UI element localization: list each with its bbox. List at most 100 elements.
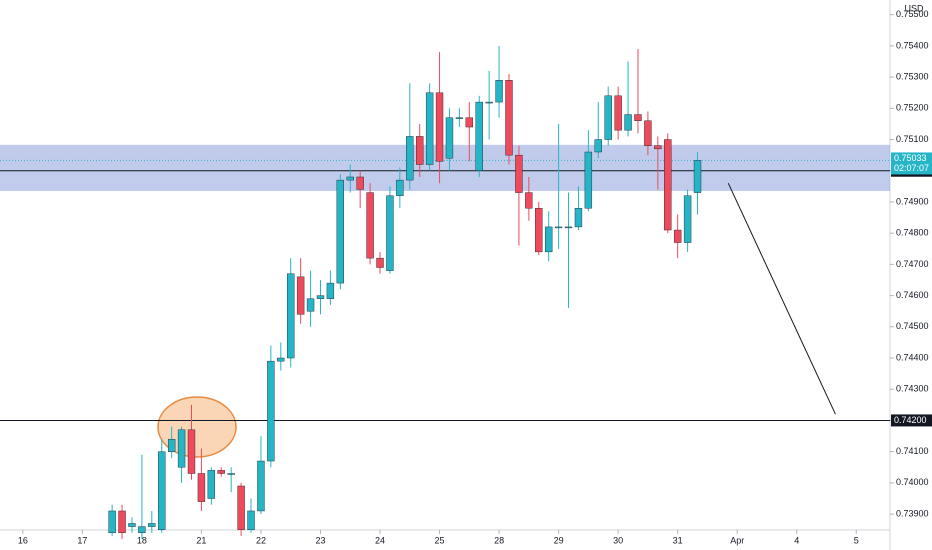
candle-body [287,273,295,359]
candle-body [177,429,186,468]
x-tick-label: 22 [256,535,266,545]
candle-body [445,117,454,159]
candle-body [505,80,513,156]
candle-body [475,101,483,171]
x-tick-label: 24 [375,535,385,545]
last-price-box [891,152,932,175]
candle-body [465,117,473,128]
candle-body [416,136,424,165]
candle-body [336,179,344,284]
y-tick-label: 0.73900 [896,508,929,518]
candle-body [356,176,364,190]
x-tick-label: 4 [794,535,799,545]
y-tick-label: 0.75400 [896,40,929,50]
candle-body [435,92,444,162]
x-tick-label: 25 [435,535,445,545]
y-tick-label: 0.74400 [896,352,929,362]
candle-body [366,192,374,259]
candle-body [554,226,563,229]
y-tick-label: 0.75200 [896,103,929,113]
candle-body [614,95,622,131]
candle-body [624,114,632,131]
candle-body [237,485,245,530]
y-tick-label: 0.74600 [896,290,929,300]
candle-body [673,229,682,243]
candle-body [296,276,305,315]
candle-body [545,226,553,253]
y-tick-label: 0.75300 [896,71,929,81]
last-price-label: 0.75033 [894,153,927,163]
candle-body [604,95,612,140]
candle-body [227,473,235,475]
candle-body [535,207,543,253]
candle-body [495,80,503,103]
candle-body [396,179,404,196]
candle-body [425,92,434,165]
candle-body [108,510,116,534]
candle-body [197,473,206,502]
candle-body [207,470,216,499]
y-tick-label: 0.74100 [896,446,929,456]
y-tick-label: 0.74000 [896,477,929,487]
candle-body [306,298,315,312]
candle-body [138,526,146,534]
candle-body [316,295,325,299]
candle-body [247,510,255,530]
candle-body [584,151,593,209]
candle-body [326,282,335,299]
level-label-box [891,414,932,427]
candle-body [594,139,602,153]
level-label: 0.74200 [894,415,927,425]
candle-body [634,114,642,121]
candle-body [693,160,702,193]
candle-body [158,451,166,530]
x-tick-label: 28 [494,535,504,545]
candle-body [118,510,126,534]
y-tick-label: 0.75500 [896,9,929,19]
candle-body [654,145,662,150]
x-tick-label: 23 [315,535,325,545]
candle-body [187,429,196,474]
countdown-label: 02:07:07 [894,163,929,173]
candle-body [644,120,652,146]
candle-body [386,195,394,271]
x-tick-label: Apr [730,535,744,545]
candle-body [277,357,285,362]
x-tick-label: 29 [554,535,564,545]
candle-body [525,192,533,209]
candle-body [167,438,176,452]
candle-body [148,523,156,527]
y-tick-label: 0.74300 [896,384,929,394]
candle-body [346,176,354,181]
currency-label: USD [904,3,924,13]
candle-body [485,101,493,104]
y-tick-label: 0.74800 [896,228,929,238]
x-tick-label: 18 [137,535,147,545]
trend-line [727,183,836,415]
highlight-ellipse [157,396,237,458]
y-tick-label: 0.74900 [896,196,929,206]
candle-body [376,257,384,268]
y-tick-label: 0.75100 [896,134,929,144]
candle-body [455,117,464,119]
x-tick-label: 31 [673,535,683,545]
candle-body [664,139,672,231]
candle-body [574,207,583,228]
candle-body [217,470,225,474]
candle-body [683,195,692,243]
x-tick-label: 30 [613,535,623,545]
candle-body [128,523,136,527]
y-tick-label: 0.74500 [896,321,929,331]
x-tick-label: 21 [196,535,206,545]
candle-body [257,460,265,512]
zone [0,144,890,192]
candle-body [267,360,275,462]
candle-body [515,154,523,193]
y-tick-label: 0.74700 [896,259,929,269]
x-tick-label: 17 [77,535,87,545]
candle-body [406,136,414,181]
x-tick-label: 5 [854,535,859,545]
candle-body [564,226,573,229]
